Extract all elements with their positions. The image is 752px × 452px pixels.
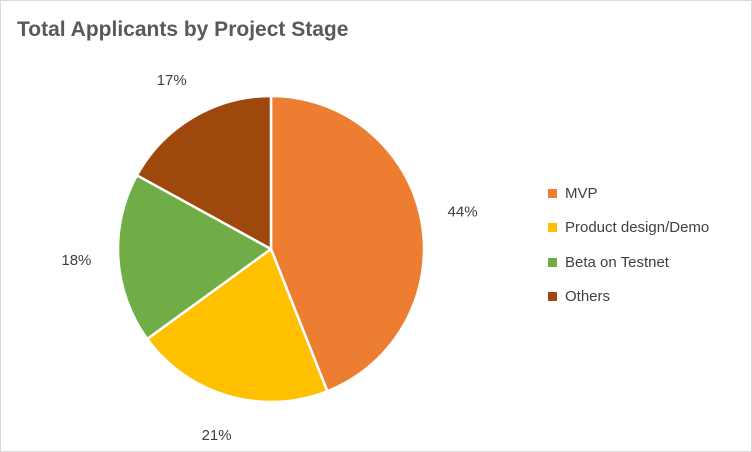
pie-slice-beta-on-testnet [116, 174, 273, 341]
legend-swatch [548, 292, 557, 301]
chart-title: Total Applicants by Project Stage [17, 18, 349, 41]
legend-swatch [548, 223, 557, 232]
pie-slice-others [135, 94, 273, 251]
legend-swatch [548, 257, 557, 267]
legend-label: Beta on Testnet [565, 253, 669, 271]
pie-slice-mvp [269, 94, 426, 393]
legend-label: Others [565, 288, 611, 305]
data-label: 18% [61, 252, 91, 269]
legend-item: MVP [548, 184, 709, 202]
data-label: 21% [202, 427, 232, 444]
legend-item: Beta on Testnet [548, 253, 709, 271]
pie-slice-product-design-demo [145, 247, 329, 404]
legend-label: Product design/Demo [565, 219, 710, 236]
data-label: 17% [157, 72, 187, 89]
legend-swatch [548, 188, 557, 198]
legend-item: Others [548, 288, 709, 306]
data-label: 44% [448, 203, 478, 220]
legend-item: Product design/Demo [548, 219, 709, 237]
legend: MVP Product design/Demo Beta on Testnet Oth… [548, 184, 709, 322]
legend-label: MVP [565, 184, 598, 202]
